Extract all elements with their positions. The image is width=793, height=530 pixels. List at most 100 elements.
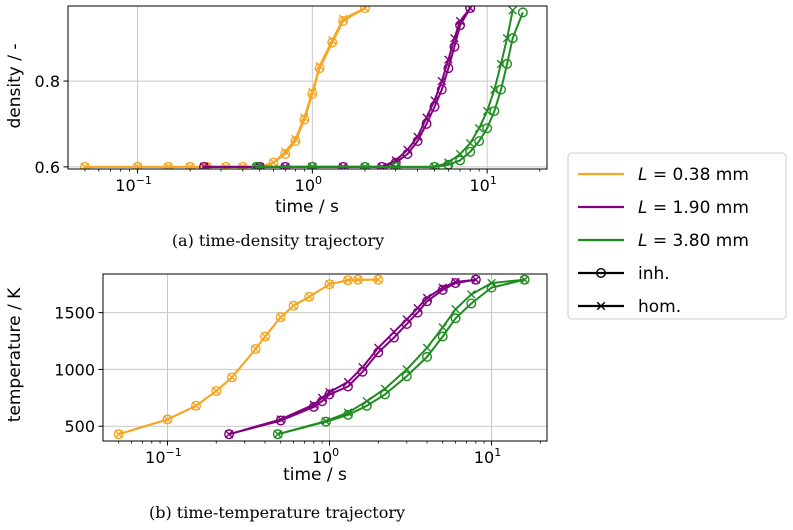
density-data-point bbox=[300, 113, 309, 122]
density-data-point bbox=[502, 33, 512, 43]
temperature-data-point bbox=[276, 415, 286, 424]
temperature-data-point bbox=[250, 343, 261, 354]
density-y-tick-label: 0.8 bbox=[35, 72, 60, 91]
density-panel: 10−1 100 101 0.6 0.8 time / s density / - (a… bbox=[5, 5, 548, 250]
density-data-point bbox=[308, 87, 317, 97]
density-data-point bbox=[291, 134, 300, 144]
temperature-data-point bbox=[437, 331, 448, 342]
legend: L = 0.38 mm L = 1.90 mm L = 3.80 mm inh. hom… bbox=[567, 152, 787, 320]
temperature-data-point bbox=[260, 331, 271, 342]
temperature-caption: (b) time-temperature trajectory bbox=[149, 503, 405, 522]
temperature-data-point bbox=[309, 400, 319, 409]
temperature-data-point bbox=[275, 312, 286, 323]
temperature-y-tick-label: 1500 bbox=[54, 304, 95, 323]
density-data-point bbox=[430, 162, 439, 169]
legend-entry-3: inh. bbox=[578, 264, 670, 284]
temperature-data-point bbox=[191, 400, 202, 411]
density-data-point bbox=[199, 162, 209, 169]
density-data-point bbox=[465, 146, 476, 157]
temperature-series-line bbox=[228, 278, 476, 436]
density-data-point bbox=[338, 14, 348, 24]
density-data-point bbox=[444, 158, 453, 167]
temperature-x-tick-label: 101 bbox=[474, 446, 501, 467]
density-data-point bbox=[444, 55, 453, 64]
density-series-1 bbox=[80, 6, 370, 169]
legend-label: L = 3.80 mm bbox=[638, 231, 749, 251]
temperature-data-point bbox=[273, 429, 283, 439]
temperature-data-point bbox=[401, 371, 412, 382]
density-data-point bbox=[502, 58, 513, 69]
legend-entry-2: L = 3.80 mm bbox=[578, 231, 749, 251]
temperature-y-tick-label: 500 bbox=[64, 417, 95, 436]
density-data-point bbox=[164, 162, 173, 169]
temperature-data-point bbox=[373, 343, 383, 353]
density-data-point bbox=[436, 84, 447, 95]
temperature-y-tick-label: 1000 bbox=[54, 360, 95, 379]
temperature-data-point bbox=[276, 312, 286, 322]
temperature-data-point bbox=[325, 279, 334, 289]
temperature-data-point bbox=[251, 344, 260, 354]
temperature-data-point bbox=[260, 332, 270, 341]
temperature-data-point bbox=[438, 323, 448, 332]
density-data-point bbox=[413, 132, 422, 142]
density-data-point bbox=[185, 162, 195, 169]
temperature-data-point bbox=[163, 415, 172, 424]
temperature-data-point bbox=[466, 290, 476, 299]
density-data-point bbox=[443, 63, 454, 74]
density-data-point bbox=[80, 162, 90, 169]
temperature-data-point bbox=[162, 414, 173, 425]
density-data-point bbox=[517, 7, 528, 18]
density-data-point bbox=[496, 59, 506, 69]
temperature-data-point bbox=[304, 292, 314, 302]
legend-frame bbox=[567, 152, 787, 320]
density-series bbox=[79, 6, 528, 169]
legend-entry-1: L = 1.90 mm bbox=[578, 198, 749, 218]
density-data-point bbox=[490, 85, 499, 94]
density-series-5 bbox=[252, 6, 517, 169]
legend-entry-4: hom. bbox=[578, 297, 681, 317]
density-data-point bbox=[280, 147, 290, 157]
legend-marker bbox=[596, 301, 606, 311]
density-caption: (a) time-density trajectory bbox=[172, 231, 384, 250]
density-x-axis-label: time / s bbox=[275, 197, 339, 217]
density-data-point bbox=[133, 162, 142, 169]
temperature-data-point bbox=[211, 386, 221, 396]
temperature-data-point bbox=[343, 377, 353, 387]
temperature-axes-frame bbox=[102, 273, 548, 442]
temperature-data-point bbox=[227, 373, 237, 382]
density-axes-frame bbox=[67, 5, 548, 170]
density-data-point bbox=[507, 33, 518, 44]
temperature-axes: 10−1 100 101 500 1000 1500 bbox=[54, 273, 548, 467]
density-data-point bbox=[455, 155, 466, 166]
temperature-data-point bbox=[191, 401, 201, 411]
temperature-data-point bbox=[379, 389, 390, 400]
temperature-data-point bbox=[289, 301, 298, 311]
temperature-data-point bbox=[451, 304, 460, 314]
temperature-data-point bbox=[413, 303, 422, 313]
temperature-data-point bbox=[114, 429, 123, 439]
density-axes: 10−1 100 101 0.6 0.8 bbox=[35, 5, 548, 195]
density-data-point bbox=[308, 162, 317, 169]
temperature-series-3 bbox=[224, 275, 481, 439]
density-data-point bbox=[495, 84, 506, 95]
density-data-point bbox=[465, 138, 475, 148]
density-data-point bbox=[482, 123, 493, 134]
temperature-data-point bbox=[113, 429, 124, 440]
density-series-4 bbox=[251, 7, 528, 169]
temperature-data-point bbox=[288, 300, 299, 311]
density-x-tick-label: 101 bbox=[469, 174, 496, 195]
temperature-data-point bbox=[450, 313, 461, 324]
temperature-data-point bbox=[422, 293, 432, 303]
density-series-line bbox=[84, 7, 366, 168]
temperature-data-point bbox=[520, 275, 529, 284]
temperature-data-point bbox=[304, 291, 315, 302]
density-data-point bbox=[359, 6, 370, 14]
density-data-point bbox=[422, 113, 431, 122]
density-data-point bbox=[450, 33, 459, 43]
legend-marker bbox=[596, 268, 607, 279]
density-data-point bbox=[430, 96, 439, 105]
temperature-data-point bbox=[362, 396, 372, 406]
density-series-0 bbox=[79, 6, 370, 169]
temperature-data-point bbox=[325, 387, 334, 397]
